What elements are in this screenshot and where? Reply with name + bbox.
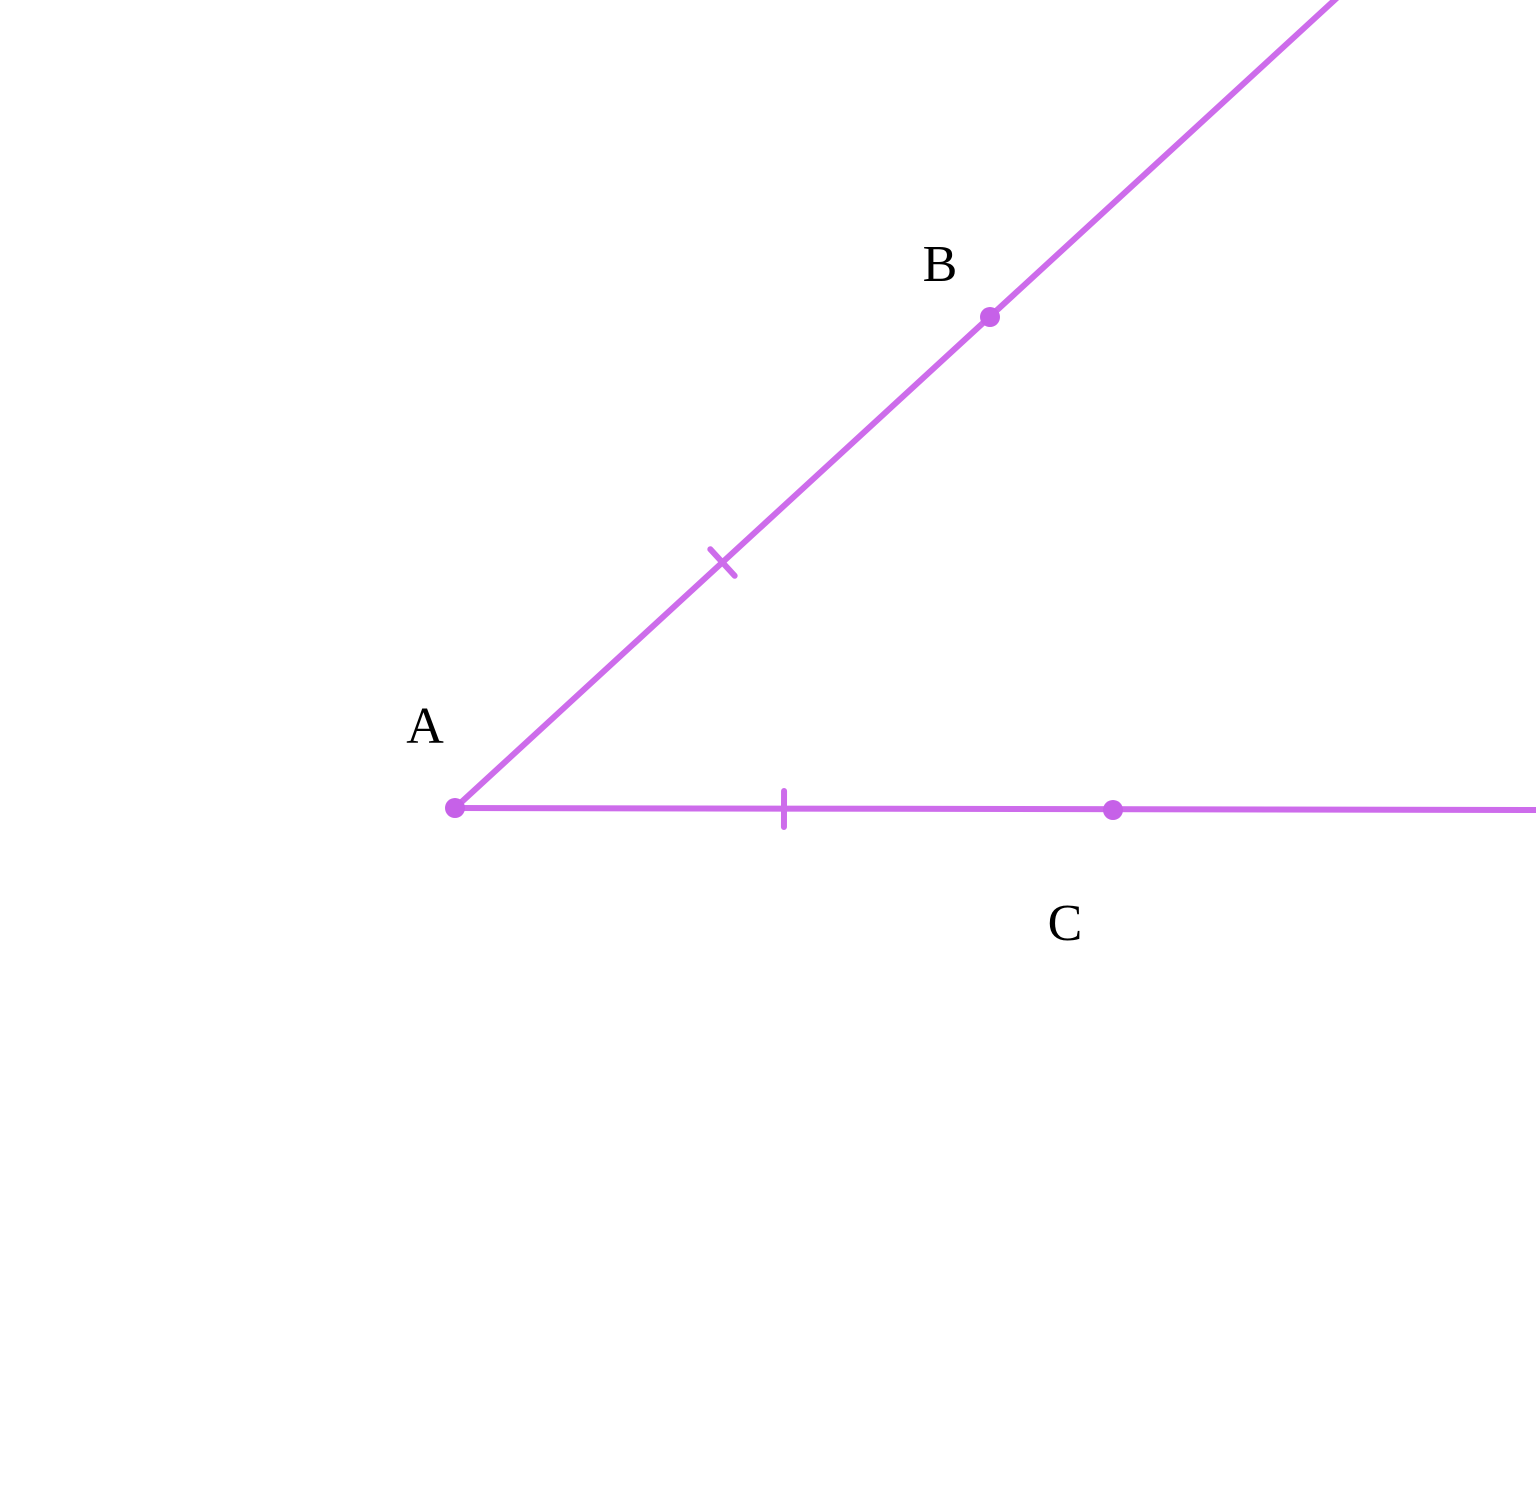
point-A bbox=[445, 798, 465, 818]
geometry-diagram: A B C bbox=[0, 0, 1536, 1494]
ray-A-B bbox=[455, 0, 1536, 808]
label-C: C bbox=[1048, 895, 1083, 952]
label-A: A bbox=[406, 698, 444, 755]
point-B bbox=[980, 307, 1000, 327]
point-C bbox=[1103, 800, 1123, 820]
points-group bbox=[445, 307, 1123, 820]
labels-group: A B C bbox=[406, 236, 1082, 952]
ray-A-C bbox=[455, 808, 1536, 810]
tick-marks-group bbox=[710, 549, 784, 827]
rays-group bbox=[455, 0, 1536, 810]
label-B: B bbox=[923, 236, 958, 293]
